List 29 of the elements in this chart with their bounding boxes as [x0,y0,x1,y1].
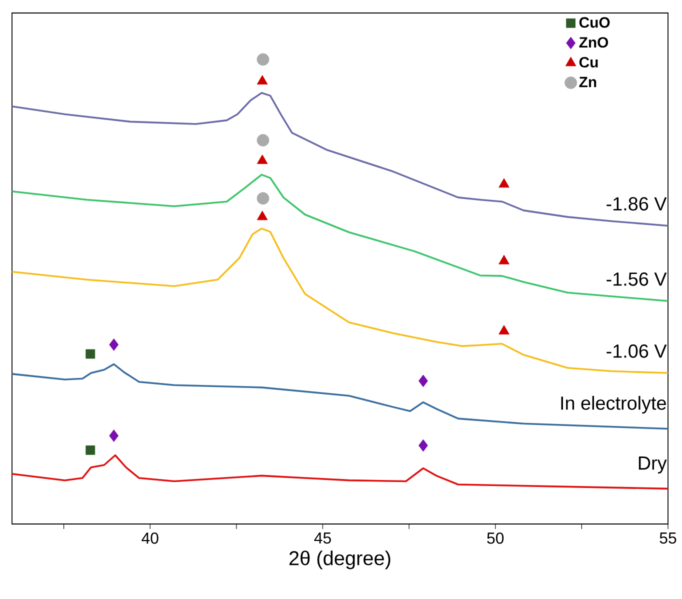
series-label: Dry [638,456,667,474]
series-label: -1.86 V [606,197,667,211]
legend-label: CuO [579,17,610,28]
point [109,430,119,442]
point [86,445,96,455]
legend-label: Zn [579,76,596,88]
point [256,154,268,164]
point [498,254,510,264]
series-label: In electrolyte [561,396,666,414]
point [418,374,428,388]
x-tick-label: 45 [314,532,331,544]
legend-label: ZnO [579,37,608,48]
x-tick-label: 40 [142,532,158,544]
legend-label: Cu [579,56,598,68]
series-label: -1.06 V [606,344,667,358]
point [256,75,268,84]
x-tick-label: 50 [487,532,504,544]
point [498,178,510,188]
point [498,325,510,334]
point [256,134,270,146]
series-label: -1.56 V [606,272,667,286]
point [418,439,428,452]
point [86,349,96,359]
point [256,192,270,205]
point [256,210,268,220]
x-axis-title: 2θ (degree) [290,550,390,570]
point [109,338,119,351]
x-tick-label: 55 [660,532,676,544]
point [256,53,270,66]
